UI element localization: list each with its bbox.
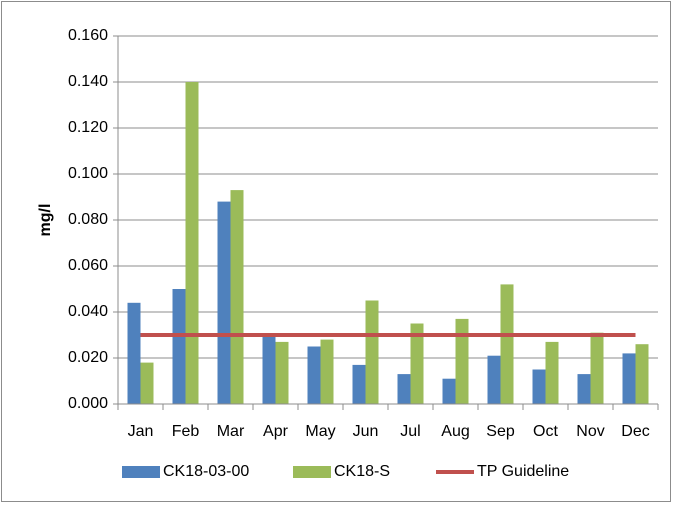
y-tick-label: 0.100 (68, 165, 108, 182)
y-tick-label: 0.080 (68, 211, 108, 228)
y-tick-label: 0.000 (68, 395, 108, 412)
x-tick-label: Nov (576, 423, 604, 440)
bar (487, 355, 501, 404)
legend-swatch (122, 466, 160, 478)
legend-swatch (293, 466, 331, 478)
y-tick-label: 0.140 (68, 73, 108, 90)
bar (500, 284, 514, 404)
x-tick-label: Aug (441, 423, 469, 440)
bar (307, 346, 321, 404)
bar (397, 374, 411, 404)
bar (140, 362, 154, 404)
x-tick-label: Dec (621, 423, 649, 440)
x-tick-label: Jul (400, 423, 420, 440)
bar (622, 353, 636, 404)
x-tick-label: Feb (172, 423, 200, 440)
bar (230, 190, 244, 404)
x-tick-label: Jun (353, 423, 379, 440)
x-tick-label: May (305, 423, 335, 440)
y-tick-label: 0.160 (68, 27, 108, 44)
bar (590, 332, 604, 404)
bar (352, 364, 366, 404)
x-tick-label: Mar (217, 423, 245, 440)
bar (217, 201, 231, 404)
bar (532, 369, 546, 404)
bar (577, 374, 591, 404)
bar (320, 339, 334, 404)
bar (442, 378, 456, 404)
bar (127, 302, 141, 404)
y-axis-label: mg/l (37, 204, 54, 237)
bar (262, 335, 276, 404)
bar (545, 341, 559, 404)
bar (635, 344, 649, 404)
x-tick-label: Sep (486, 423, 515, 440)
bar (410, 323, 424, 404)
y-tick-label: 0.120 (68, 119, 108, 136)
legend-label: TP Guideline (477, 463, 569, 480)
bar (455, 318, 469, 404)
bar (185, 82, 199, 404)
legend-label: CK18-03-00 (163, 463, 249, 480)
x-tick-label: Oct (533, 423, 558, 440)
bar (275, 341, 289, 404)
bar (365, 300, 379, 404)
y-tick-label: 0.060 (68, 257, 108, 274)
y-tick-label: 0.040 (68, 303, 108, 320)
bar (172, 289, 186, 404)
x-tick-label: Apr (263, 423, 289, 440)
x-tick-label: Jan (128, 423, 154, 440)
chart-frame (1, 1, 671, 502)
legend-label: CK18-S (334, 463, 390, 480)
y-tick-label: 0.020 (68, 349, 108, 366)
